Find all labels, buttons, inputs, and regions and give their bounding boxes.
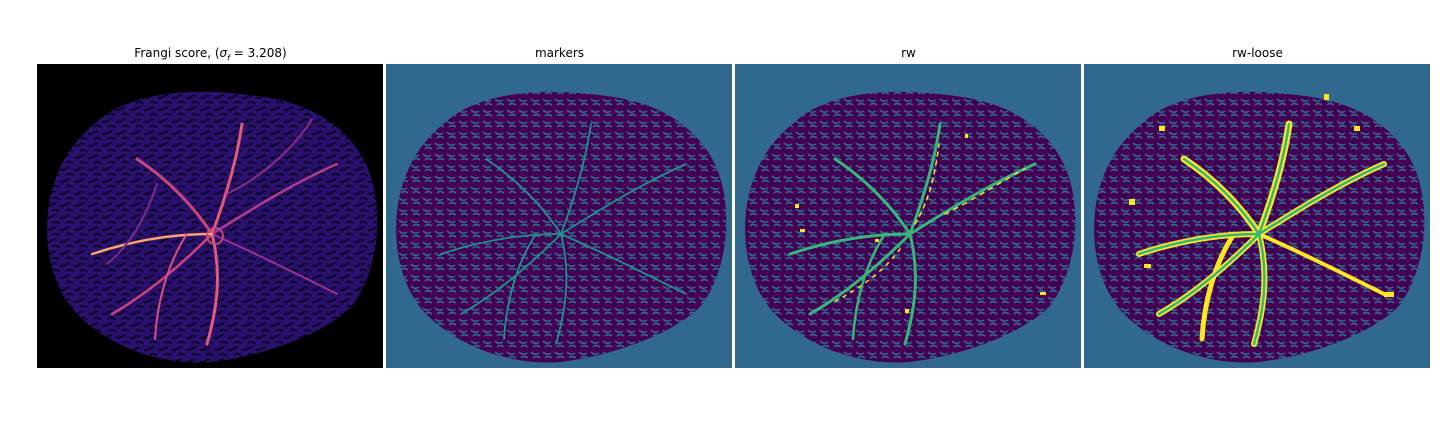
- panel-rw: rw: [735, 43, 1082, 368]
- panel-rw-loose: rw-loose: [1084, 43, 1431, 368]
- frangi-vessels: [90, 118, 339, 346]
- rw-loose-image: [1084, 64, 1430, 368]
- panel-title-markers: markers: [534, 46, 585, 60]
- markers-image: [386, 64, 732, 368]
- rw-vessels: [788, 122, 1037, 346]
- rw-loose-vessels: [1136, 120, 1387, 347]
- frangi-image: [37, 64, 383, 368]
- rw-yellow-specks: [795, 134, 1046, 313]
- markers-vessels: [440, 123, 687, 345]
- rw-image: [735, 64, 1081, 368]
- rw-loose-yellow-specks: [1129, 94, 1394, 297]
- panel-title-rw: rw: [901, 46, 916, 60]
- panel-title-rw-loose: rw-loose: [1232, 46, 1283, 60]
- panel-frangi: Frangi score, (σf = 3.208): [37, 43, 384, 368]
- panel-title-frangi: Frangi score, (σf = 3.208): [134, 46, 287, 63]
- panel-markers: markers: [386, 43, 733, 368]
